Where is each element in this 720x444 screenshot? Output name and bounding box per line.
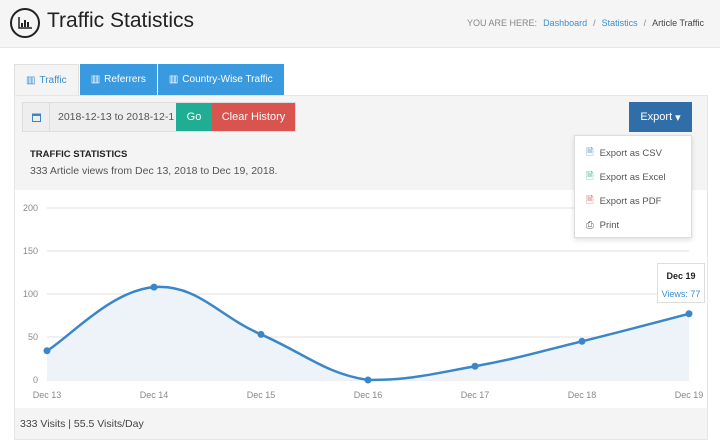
data-point (471, 362, 479, 370)
tab-referrers[interactable]: ▥ Referrers (79, 64, 157, 95)
export-csv[interactable]: 🗎 Export as CSV (575, 141, 691, 165)
breadcrumb: YOU ARE HERE: Dashboard / Statistics / Art… (467, 18, 704, 28)
page-header: Traffic Statistics YOU ARE HERE: Dashboa… (0, 0, 720, 48)
x-tick-label: Dec 17 (461, 390, 490, 400)
breadcrumb-label: YOU ARE HERE: (467, 18, 538, 28)
y-tick-label: 200 (23, 203, 38, 213)
menu-label: Export as CSV (599, 147, 662, 159)
tab-traffic[interactable]: ▥ Traffic (14, 64, 79, 95)
print[interactable]: ⎙ Print (575, 213, 691, 237)
separator: / (593, 18, 596, 28)
y-tick-label: 50 (28, 332, 38, 342)
chart-tooltip: Dec 19 Views: 77 (657, 263, 705, 303)
data-point (578, 337, 586, 345)
x-tick-label: Dec 18 (568, 390, 597, 400)
y-tick-label: 150 (23, 246, 38, 256)
breadcrumb-statistics[interactable]: Statistics (601, 18, 638, 28)
x-tick-label: Dec 19 (675, 390, 704, 400)
bar-chart-icon: ▥ (26, 74, 36, 86)
menu-label: Export as Excel (599, 171, 666, 183)
tab-country-wise[interactable]: ▥ Country-Wise Traffic (157, 64, 284, 95)
clear-history-button[interactable]: Clear History (212, 103, 295, 131)
calendar-icon[interactable] (23, 103, 50, 131)
tooltip-title: Dec 19 (666, 271, 696, 281)
data-point (150, 283, 158, 291)
data-point (257, 330, 265, 338)
export-label: Export (640, 111, 673, 123)
y-tick-label: 100 (23, 289, 38, 299)
bar-chart-logo-icon (10, 8, 40, 38)
tab-label: Referrers (104, 74, 146, 85)
page-title: Traffic Statistics (47, 9, 195, 32)
section-title: TRAFFIC STATISTICS (30, 149, 128, 160)
caret-down-icon: ▾ (675, 111, 681, 124)
tab-label: Traffic (39, 74, 67, 86)
export-excel[interactable]: 🗎 Export as Excel (575, 165, 691, 189)
x-tick-label: Dec 13 (33, 390, 62, 400)
bar-chart-icon: ▥ (90, 74, 101, 85)
data-point (364, 376, 372, 384)
separator: / (643, 18, 647, 28)
export-dropdown: 🗎 Export as CSV 🗎 Export as Excel 🗎 Export … (574, 135, 692, 238)
excel-file-icon: 🗎 (586, 171, 594, 182)
csv-file-icon: 🗎 (586, 147, 594, 158)
visits-summary: 333 Visits | 55.5 Visits/Day (20, 418, 144, 430)
print-icon: ⎙ (586, 219, 594, 231)
menu-label: Export as PDF (599, 195, 662, 207)
bar-chart-icon: ▥ (168, 74, 179, 85)
date-range-input[interactable]: 2018-12-13 to 2018-12-1 (50, 103, 176, 131)
data-point (43, 347, 51, 355)
go-button[interactable]: Go (176, 103, 212, 131)
breadcrumb-current: Article Traffic (652, 18, 704, 28)
breadcrumb-dashboard[interactable]: Dashboard (543, 18, 588, 28)
tab-bar: ▥ Traffic ▥ Referrers ▥ Country-Wise Traffi… (14, 64, 284, 95)
y-tick-label: 0 (33, 375, 38, 385)
tab-label: Country-Wise Traffic (182, 74, 273, 85)
x-tick-label: Dec 14 (140, 390, 169, 400)
series-area (47, 286, 689, 380)
x-tick-label: Dec 15 (247, 390, 276, 400)
date-toolbar: 2018-12-13 to 2018-12-1 Go Clear History (22, 102, 296, 132)
tooltip-value: Views: 77 (661, 289, 701, 299)
data-point (685, 310, 693, 318)
export-pdf[interactable]: 🗎 Export as PDF (575, 189, 691, 213)
export-button[interactable]: Export ▾ (629, 102, 692, 132)
menu-label: Print (599, 219, 620, 231)
pdf-file-icon: 🗎 (586, 195, 594, 206)
x-tick-label: Dec 16 (354, 390, 383, 400)
section-subtitle: 333 Article views from Dec 13, 2018 to D… (30, 165, 278, 177)
